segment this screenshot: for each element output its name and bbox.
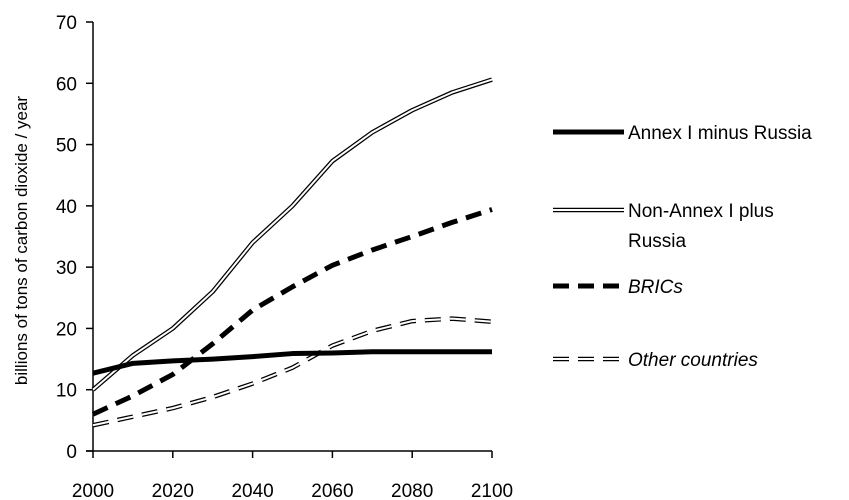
legend-label: Russia <box>628 231 687 252</box>
x-tick-label: 2020 <box>152 481 194 500</box>
legend-item: BRICs <box>553 277 683 298</box>
legend-label: Annex I minus Russia <box>628 123 812 144</box>
legend-item: Other countries <box>553 350 758 371</box>
series-3 <box>92 316 493 428</box>
x-tick-label: 2060 <box>311 481 353 500</box>
y-tick-label: 60 <box>56 74 77 95</box>
series-line <box>92 78 493 391</box>
y-tick-label: 50 <box>56 136 77 157</box>
legend-label: Other countries <box>628 350 758 371</box>
series-line <box>91 77 493 392</box>
series-2 <box>91 207 493 417</box>
axes <box>86 22 492 452</box>
legend: Annex I minus Russia Non-Annex I plus Russ… <box>553 123 812 371</box>
legend-item: Non-Annex I plus Russia <box>553 201 774 252</box>
legend-item: Annex I minus Russia <box>553 123 812 144</box>
x-ticks: 2000 2020 2040 2060 2080 2100 <box>72 451 513 500</box>
y-tick-label: 40 <box>56 197 77 218</box>
y-tick-label: 70 <box>56 13 77 34</box>
x-tick-label: 2100 <box>471 481 513 500</box>
x-tick-label: 2080 <box>391 481 433 500</box>
series-line <box>91 207 493 417</box>
y-axis-title: billions of tons of carbon dioxide / yea… <box>12 96 31 386</box>
series-layer <box>91 77 493 428</box>
y-tick-label: 30 <box>56 258 77 279</box>
series-1 <box>91 77 493 392</box>
x-tick-label: 2000 <box>72 481 114 500</box>
x-tick-label: 2040 <box>231 481 273 500</box>
series-0 <box>92 349 492 376</box>
legend-label: Non-Annex I plus <box>628 201 774 222</box>
series-line <box>92 317 493 427</box>
y-tick-label: 10 <box>56 381 77 402</box>
legend-label: BRICs <box>628 277 683 298</box>
series-line <box>92 349 492 376</box>
series-line <box>92 316 493 428</box>
y-ticks: 0 10 20 30 40 50 60 70 <box>56 13 93 463</box>
y-tick-label: 20 <box>56 319 77 340</box>
y-tick-label: 0 <box>66 442 77 463</box>
